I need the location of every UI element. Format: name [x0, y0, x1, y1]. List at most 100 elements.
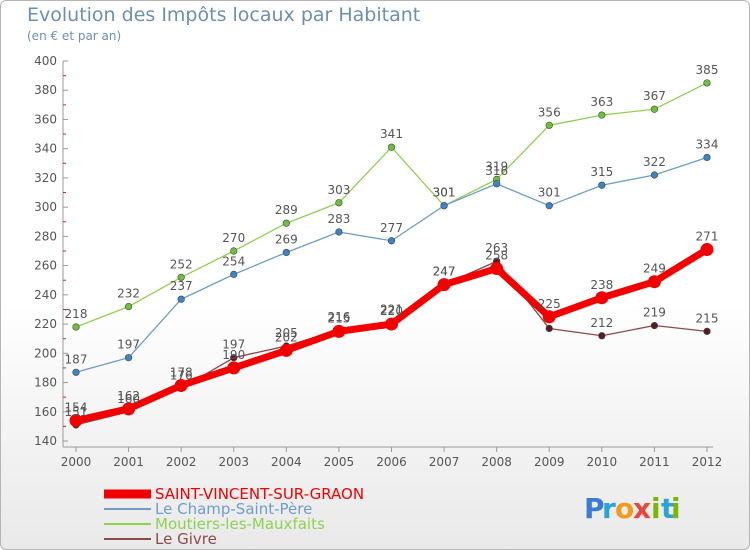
data-label: 178	[170, 365, 193, 379]
data-label: 237	[170, 279, 193, 293]
data-point	[230, 247, 238, 255]
data-label: 197	[222, 338, 245, 352]
data-label: 154	[65, 401, 88, 415]
data-point	[650, 105, 659, 113]
data-labels: 218 232 252 270 289 303 341 301 319 356 363 367 385 1…	[65, 63, 719, 419]
y-tick-label: 340	[34, 142, 57, 156]
y-tick-label: 300	[34, 200, 57, 214]
data-label: 316	[485, 164, 508, 178]
data-label: 283	[327, 212, 350, 226]
data-point	[335, 199, 343, 207]
data-label: 232	[117, 287, 140, 301]
data-point	[542, 310, 556, 324]
legend-label: Le Champ-Saint-Père	[155, 500, 312, 518]
series-line	[72, 246, 711, 425]
x-tick-label: 2008	[481, 455, 512, 469]
legend-label: Le Givre	[155, 530, 217, 548]
data-point	[387, 143, 396, 151]
y-tick-label: 180	[34, 376, 57, 390]
data-label: 176	[170, 368, 193, 382]
data-point	[282, 219, 290, 227]
data-label: 301	[433, 186, 456, 200]
data-label: 218	[65, 307, 88, 321]
x-tick-label: 2000	[61, 455, 92, 469]
data-point	[177, 273, 185, 281]
y-tick-label: 140	[34, 434, 57, 448]
x-tick-label: 2004	[271, 455, 302, 469]
data-label: 385	[696, 63, 719, 77]
x-tick-label: 2002	[166, 455, 197, 469]
data-point	[598, 111, 606, 119]
data-label: 334	[696, 137, 719, 151]
data-label: 263	[485, 241, 508, 255]
logo-letter: x	[633, 492, 651, 525]
data-point	[332, 324, 346, 338]
data-point	[72, 368, 80, 376]
data-label: 247	[433, 265, 456, 279]
data-point	[335, 228, 343, 236]
data-point	[227, 361, 241, 375]
data-point	[437, 278, 451, 292]
data-point	[279, 343, 293, 357]
data-label: 162	[117, 389, 140, 403]
data-label: 190	[222, 348, 245, 362]
logo-letter: i	[671, 492, 681, 525]
data-point	[282, 248, 290, 257]
y-tick-label: 200	[34, 346, 57, 360]
logo-letter: P	[584, 492, 605, 525]
data-point	[440, 202, 448, 210]
data-label: 252	[170, 257, 193, 271]
data-point	[647, 275, 661, 289]
y-tick-label: 260	[34, 259, 57, 273]
data-label: 219	[643, 306, 666, 320]
data-label: 187	[65, 352, 88, 366]
data-label: 277	[380, 221, 403, 235]
data-point	[490, 262, 504, 276]
data-label: 221	[380, 303, 403, 317]
data-label: 303	[327, 183, 350, 197]
data-label: 289	[275, 203, 298, 217]
data-point	[124, 302, 133, 311]
x-tick-label: 2005	[324, 455, 355, 469]
proxiti-logo: Pr ox i ti	[584, 492, 681, 525]
data-label: 212	[590, 316, 613, 330]
logo-letter: i	[651, 492, 661, 525]
data-point	[703, 79, 711, 87]
x-tick-label: 2006	[376, 455, 407, 469]
y-tick-label: 320	[34, 171, 57, 185]
data-label: 197	[117, 338, 140, 352]
data-label: 254	[222, 254, 245, 268]
data-point	[230, 270, 238, 278]
x-tick-label: 2011	[639, 455, 670, 469]
data-point	[545, 121, 553, 129]
data-point	[545, 324, 553, 333]
x-tick-label: 2003	[218, 455, 249, 469]
data-point	[703, 153, 711, 162]
legend-label: SAINT-VINCENT-SUR-GRAON	[155, 485, 364, 503]
y-tick-label: 380	[34, 83, 57, 97]
data-label: 258	[485, 249, 508, 263]
data-point	[69, 414, 83, 428]
chart-axes: 140 160 180 200 220 240 260 280 300 320 340 360 380 4…	[34, 54, 722, 469]
data-point	[598, 181, 606, 189]
y-tick-label: 360	[34, 112, 57, 126]
chart-series	[69, 79, 714, 429]
data-label: 215	[327, 311, 350, 325]
data-label: 301	[433, 186, 456, 200]
x-tick-label: 2010	[587, 455, 618, 469]
y-tick-label: 400	[34, 54, 57, 68]
data-label: 215	[696, 311, 719, 325]
data-label: 356	[538, 105, 561, 119]
x-tick-label: 2009	[534, 455, 565, 469]
data-label: 238	[590, 278, 613, 292]
data-point	[595, 291, 609, 305]
data-label: 322	[643, 155, 666, 169]
data-label: 220	[380, 304, 403, 318]
data-point	[703, 327, 711, 335]
data-label: 151	[65, 405, 88, 419]
y-tick-label: 240	[34, 288, 57, 302]
y-tick-label: 280	[34, 229, 57, 243]
